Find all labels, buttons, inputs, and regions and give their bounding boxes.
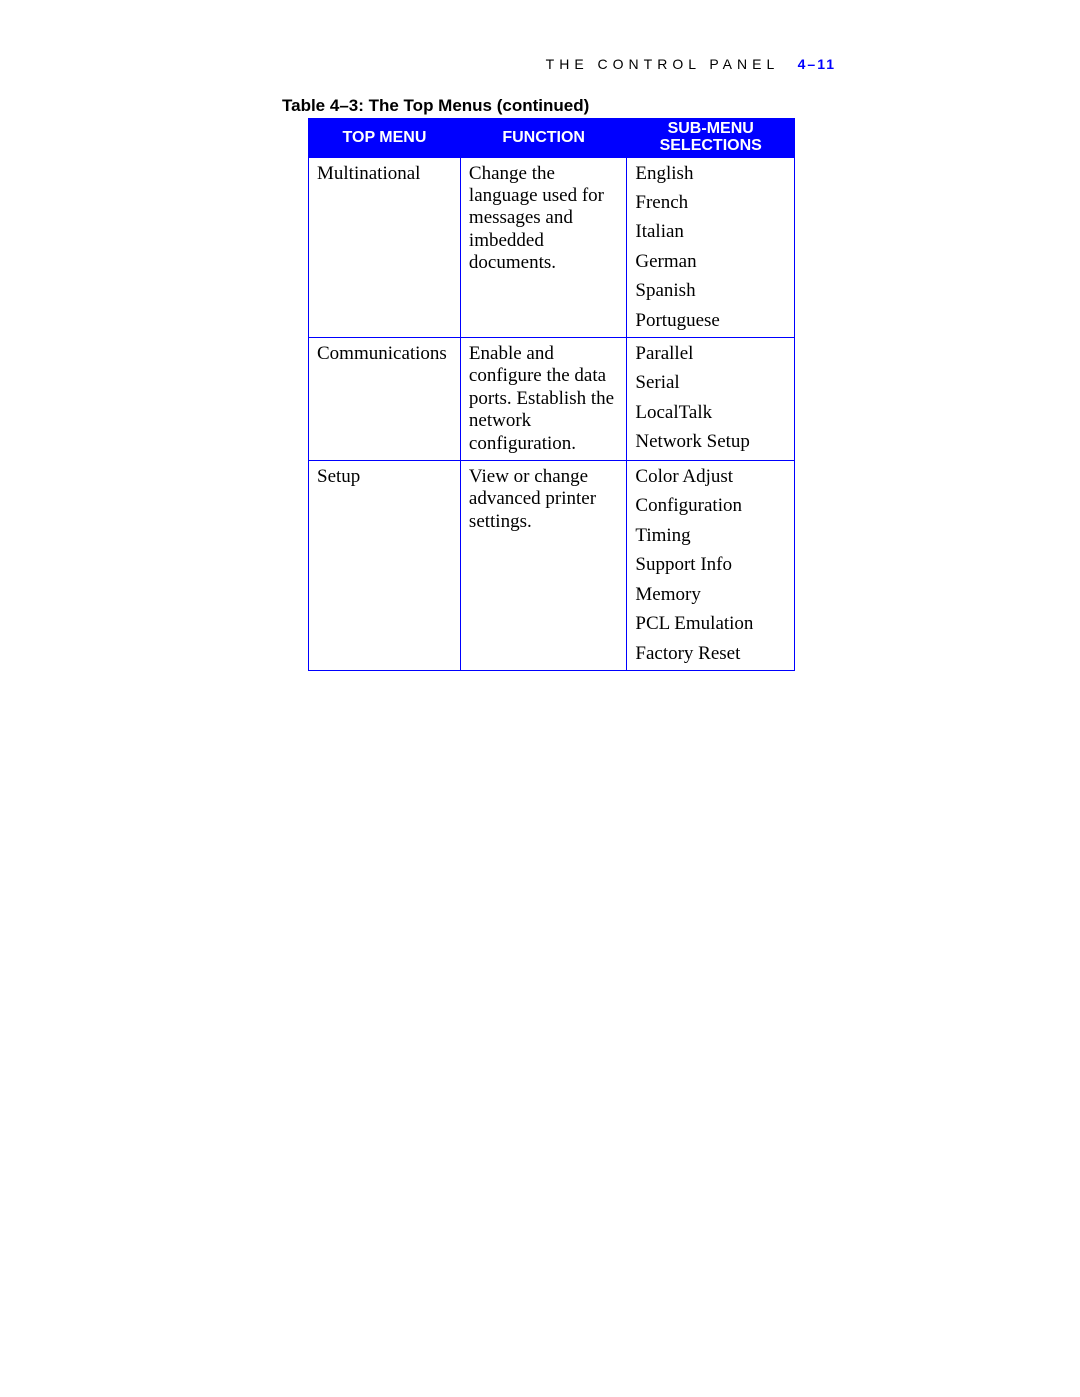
sub-menu-item: Timing [635, 525, 786, 547]
col-header-function: FUNCTION [460, 119, 626, 158]
running-head: THE CONTROL PANEL 4–11 [546, 56, 836, 72]
cell-function: Enable and configure the data ports. Est… [460, 338, 626, 461]
table-header-row: TOP MENU FUNCTION SUB-MENU SELECTIONS [309, 119, 795, 158]
col-header-sub-menu: SUB-MENU SELECTIONS [627, 119, 795, 158]
table-caption: Table 4–3: The Top Menus (continued) [282, 96, 589, 116]
table-row: Setup View or change advanced printer se… [309, 461, 795, 671]
page-number: 4–11 [798, 56, 836, 72]
sub-menu-item: French [635, 192, 786, 214]
sub-menu-item: Parallel [635, 343, 786, 365]
sub-menu-list: Color Adjust Configuration Timing Suppor… [635, 466, 786, 665]
sub-menu-item: LocalTalk [635, 402, 786, 424]
top-menus-table: TOP MENU FUNCTION SUB-MENU SELECTIONS Mu… [308, 118, 795, 671]
sub-menu-item: Factory Reset [635, 643, 786, 665]
sub-menu-item: Memory [635, 584, 786, 606]
cell-function: View or change advanced printer settings… [460, 461, 626, 671]
cell-sub-menu: Parallel Serial LocalTalk Network Setup [627, 338, 795, 461]
sub-menu-item: Network Setup [635, 431, 786, 453]
col-header-sub-menu-line2: SELECTIONS [660, 137, 762, 154]
col-header-top-menu: TOP MENU [309, 119, 461, 158]
running-head-text: THE CONTROL PANEL [546, 56, 779, 72]
sub-menu-item: English [635, 163, 786, 185]
sub-menu-item: Support Info [635, 554, 786, 576]
sub-menu-item: Configuration [635, 495, 786, 517]
table-row: Multinational Change the language used f… [309, 157, 795, 337]
table-row: Communications Enable and configure the … [309, 338, 795, 461]
cell-sub-menu: English French Italian German Spanish Po… [627, 157, 795, 337]
cell-function: Change the language used for messages an… [460, 157, 626, 337]
sub-menu-item: PCL Emulation [635, 613, 786, 635]
cell-top-menu: Communications [309, 338, 461, 461]
sub-menu-item: German [635, 251, 786, 273]
sub-menu-item: Color Adjust [635, 466, 786, 488]
sub-menu-item: Serial [635, 372, 786, 394]
sub-menu-list: English French Italian German Spanish Po… [635, 163, 786, 332]
sub-menu-item: Spanish [635, 280, 786, 302]
col-header-sub-menu-line1: SUB-MENU [668, 120, 754, 137]
cell-sub-menu: Color Adjust Configuration Timing Suppor… [627, 461, 795, 671]
sub-menu-item: Italian [635, 221, 786, 243]
sub-menu-item: Portuguese [635, 310, 786, 332]
page: THE CONTROL PANEL 4–11 Table 4–3: The To… [0, 0, 1080, 1397]
cell-top-menu: Multinational [309, 157, 461, 337]
sub-menu-list: Parallel Serial LocalTalk Network Setup [635, 343, 786, 454]
cell-top-menu: Setup [309, 461, 461, 671]
